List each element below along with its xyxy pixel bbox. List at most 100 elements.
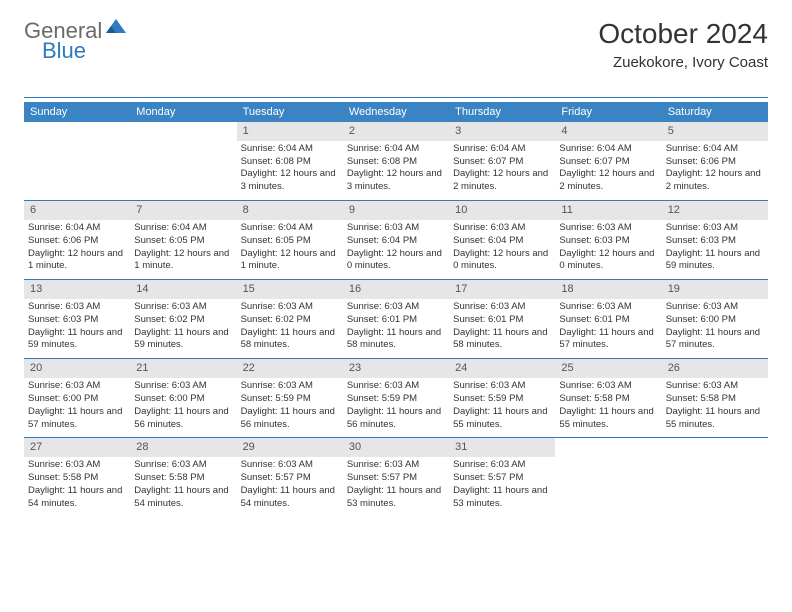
sunset-line: Sunset: 5:58 PM [134, 472, 232, 485]
calendar-cell: 1Sunrise: 6:04 AMSunset: 6:08 PMDaylight… [237, 122, 343, 200]
sunrise-line: Sunrise: 6:04 AM [347, 143, 445, 156]
sunset-line: Sunset: 6:01 PM [559, 314, 657, 327]
day-body: Sunrise: 6:03 AMSunset: 6:01 PMDaylight:… [343, 299, 449, 358]
calendar-cell: 24Sunrise: 6:03 AMSunset: 5:59 PMDayligh… [449, 359, 555, 437]
day-body: Sunrise: 6:03 AMSunset: 6:00 PMDaylight:… [24, 378, 130, 437]
calendar-week: 13Sunrise: 6:03 AMSunset: 6:03 PMDayligh… [24, 280, 768, 359]
day-body: Sunrise: 6:03 AMSunset: 6:00 PMDaylight:… [662, 299, 768, 358]
sunset-line: Sunset: 6:03 PM [559, 235, 657, 248]
day-body: Sunrise: 6:03 AMSunset: 6:01 PMDaylight:… [449, 299, 555, 358]
daylight-line: Daylight: 11 hours and 59 minutes. [666, 248, 764, 274]
sunrise-line: Sunrise: 6:03 AM [134, 380, 232, 393]
daylight-line: Daylight: 12 hours and 2 minutes. [559, 168, 657, 194]
daylight-line: Daylight: 12 hours and 1 minute. [134, 248, 232, 274]
daylight-line: Daylight: 11 hours and 53 minutes. [347, 485, 445, 511]
daylight-line: Daylight: 11 hours and 58 minutes. [347, 327, 445, 353]
day-number: 20 [24, 359, 130, 378]
day-body: Sunrise: 6:03 AMSunset: 5:58 PMDaylight:… [24, 457, 130, 516]
sunrise-line: Sunrise: 6:03 AM [28, 459, 126, 472]
sunset-line: Sunset: 5:58 PM [28, 472, 126, 485]
day-number: 30 [343, 438, 449, 457]
calendar-cell: 25Sunrise: 6:03 AMSunset: 5:58 PMDayligh… [555, 359, 661, 437]
sunrise-line: Sunrise: 6:04 AM [453, 143, 551, 156]
calendar-cell: 18Sunrise: 6:03 AMSunset: 6:01 PMDayligh… [555, 280, 661, 358]
sunset-line: Sunset: 5:59 PM [241, 393, 339, 406]
logo-text-blue: Blue [42, 38, 86, 63]
day-number: 15 [237, 280, 343, 299]
sunrise-line: Sunrise: 6:03 AM [559, 380, 657, 393]
calendar-cell: 3Sunrise: 6:04 AMSunset: 6:07 PMDaylight… [449, 122, 555, 200]
sunset-line: Sunset: 5:59 PM [453, 393, 551, 406]
day-number: 9 [343, 201, 449, 220]
sunset-line: Sunset: 5:58 PM [559, 393, 657, 406]
daylight-line: Daylight: 12 hours and 0 minutes. [559, 248, 657, 274]
day-body: Sunrise: 6:03 AMSunset: 5:59 PMDaylight:… [237, 378, 343, 437]
sunset-line: Sunset: 6:01 PM [347, 314, 445, 327]
day-body: Sunrise: 6:03 AMSunset: 5:58 PMDaylight:… [555, 378, 661, 437]
day-body: Sunrise: 6:04 AMSunset: 6:06 PMDaylight:… [662, 141, 768, 200]
day-body: Sunrise: 6:04 AMSunset: 6:07 PMDaylight:… [449, 141, 555, 200]
calendar-cell: 13Sunrise: 6:03 AMSunset: 6:03 PMDayligh… [24, 280, 130, 358]
day-body: Sunrise: 6:03 AMSunset: 5:59 PMDaylight:… [343, 378, 449, 437]
day-body: Sunrise: 6:03 AMSunset: 5:59 PMDaylight:… [449, 378, 555, 437]
sunset-line: Sunset: 6:05 PM [241, 235, 339, 248]
day-number: 10 [449, 201, 555, 220]
day-body: Sunrise: 6:03 AMSunset: 6:01 PMDaylight:… [555, 299, 661, 358]
day-number: 3 [449, 122, 555, 141]
calendar-cell [662, 438, 768, 516]
calendar-week: 1Sunrise: 6:04 AMSunset: 6:08 PMDaylight… [24, 122, 768, 201]
sunrise-line: Sunrise: 6:03 AM [241, 459, 339, 472]
daylight-line: Daylight: 11 hours and 56 minutes. [347, 406, 445, 432]
daylight-line: Daylight: 12 hours and 3 minutes. [347, 168, 445, 194]
sunset-line: Sunset: 5:57 PM [241, 472, 339, 485]
day-body: Sunrise: 6:03 AMSunset: 5:58 PMDaylight:… [130, 457, 236, 516]
sunrise-line: Sunrise: 6:03 AM [666, 301, 764, 314]
daylight-line: Daylight: 12 hours and 2 minutes. [453, 168, 551, 194]
daylight-line: Daylight: 11 hours and 53 minutes. [453, 485, 551, 511]
calendar-cell: 10Sunrise: 6:03 AMSunset: 6:04 PMDayligh… [449, 201, 555, 279]
day-body: Sunrise: 6:04 AMSunset: 6:05 PMDaylight:… [237, 220, 343, 279]
day-header: Monday [130, 102, 236, 122]
calendar-cell: 17Sunrise: 6:03 AMSunset: 6:01 PMDayligh… [449, 280, 555, 358]
day-body: Sunrise: 6:04 AMSunset: 6:07 PMDaylight:… [555, 141, 661, 200]
day-number: 4 [555, 122, 661, 141]
day-number: 16 [343, 280, 449, 299]
daylight-line: Daylight: 12 hours and 1 minute. [241, 248, 339, 274]
logo-triangle-icon [106, 17, 128, 40]
day-number: 11 [555, 201, 661, 220]
daylight-line: Daylight: 11 hours and 57 minutes. [666, 327, 764, 353]
month-title: October 2024 [468, 18, 768, 50]
day-body: Sunrise: 6:03 AMSunset: 6:03 PMDaylight:… [662, 220, 768, 279]
sunrise-line: Sunrise: 6:04 AM [559, 143, 657, 156]
daylight-line: Daylight: 11 hours and 55 minutes. [666, 406, 764, 432]
day-body: Sunrise: 6:03 AMSunset: 6:03 PMDaylight:… [24, 299, 130, 358]
sunset-line: Sunset: 5:59 PM [347, 393, 445, 406]
calendar-cell: 12Sunrise: 6:03 AMSunset: 6:03 PMDayligh… [662, 201, 768, 279]
day-number: 28 [130, 438, 236, 457]
day-body: Sunrise: 6:04 AMSunset: 6:05 PMDaylight:… [130, 220, 236, 279]
calendar-cell: 19Sunrise: 6:03 AMSunset: 6:00 PMDayligh… [662, 280, 768, 358]
sunrise-line: Sunrise: 6:03 AM [134, 301, 232, 314]
sunset-line: Sunset: 6:05 PM [134, 235, 232, 248]
calendar-cell: 9Sunrise: 6:03 AMSunset: 6:04 PMDaylight… [343, 201, 449, 279]
calendar-week: 27Sunrise: 6:03 AMSunset: 5:58 PMDayligh… [24, 438, 768, 516]
location: Zuekokore, Ivory Coast [468, 54, 768, 71]
sunrise-line: Sunrise: 6:03 AM [347, 222, 445, 235]
sunrise-line: Sunrise: 6:03 AM [347, 459, 445, 472]
day-header: Saturday [662, 102, 768, 122]
calendar-cell [24, 122, 130, 200]
sunset-line: Sunset: 6:00 PM [134, 393, 232, 406]
calendar-cell: 5Sunrise: 6:04 AMSunset: 6:06 PMDaylight… [662, 122, 768, 200]
day-number: 6 [24, 201, 130, 220]
day-number: 19 [662, 280, 768, 299]
sunrise-line: Sunrise: 6:04 AM [28, 222, 126, 235]
sunset-line: Sunset: 6:00 PM [666, 314, 764, 327]
sunrise-line: Sunrise: 6:04 AM [666, 143, 764, 156]
sunrise-line: Sunrise: 6:04 AM [241, 143, 339, 156]
daylight-line: Daylight: 11 hours and 59 minutes. [134, 327, 232, 353]
title-block: October 2024 Zuekokore, Ivory Coast [468, 18, 768, 71]
daylight-line: Daylight: 12 hours and 2 minutes. [666, 168, 764, 194]
sunrise-line: Sunrise: 6:04 AM [241, 222, 339, 235]
sunrise-line: Sunrise: 6:03 AM [241, 380, 339, 393]
day-header: Friday [555, 102, 661, 122]
